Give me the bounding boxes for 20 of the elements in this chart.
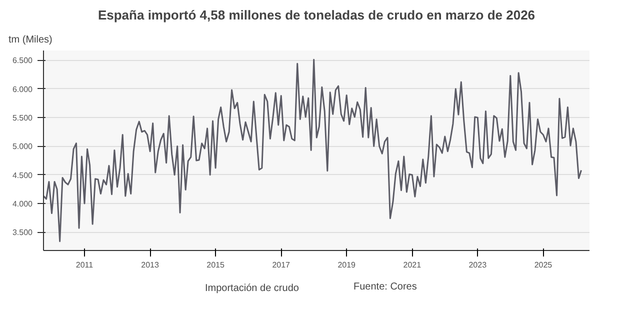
x-tick-label: 2021 xyxy=(403,260,422,270)
y-tick-label: 4.000 xyxy=(12,200,34,209)
chart-title: España importó 4,58 millones de toneladas de crudo en marzo de 2026 xyxy=(98,8,536,22)
source-note: Fuente: Cores xyxy=(354,282,417,292)
line-series xyxy=(44,58,582,242)
x-tick-label: 2013 xyxy=(141,260,160,270)
y-tick-label: 4.500 xyxy=(12,170,34,180)
y-tick-label: 6.000 xyxy=(12,84,34,94)
x-tick-label: 2017 xyxy=(272,260,291,270)
x-tick-label: 2015 xyxy=(206,260,225,270)
x-tick-label: 2023 xyxy=(468,260,488,270)
y-tick-label: 5.000 xyxy=(12,142,34,152)
y-tick-label: 3.500 xyxy=(12,228,34,238)
x-tick-label: 2011 xyxy=(76,260,94,270)
x-tick-label: 2019 xyxy=(338,260,356,270)
text: Importación de crudo xyxy=(205,283,299,294)
y-tick-label: 5.500 xyxy=(12,114,34,123)
x-tick-label: 2025 xyxy=(534,260,553,270)
y-axis-title: tm (Miles) xyxy=(8,34,52,46)
y-tick-label: 6.500 xyxy=(12,56,34,66)
